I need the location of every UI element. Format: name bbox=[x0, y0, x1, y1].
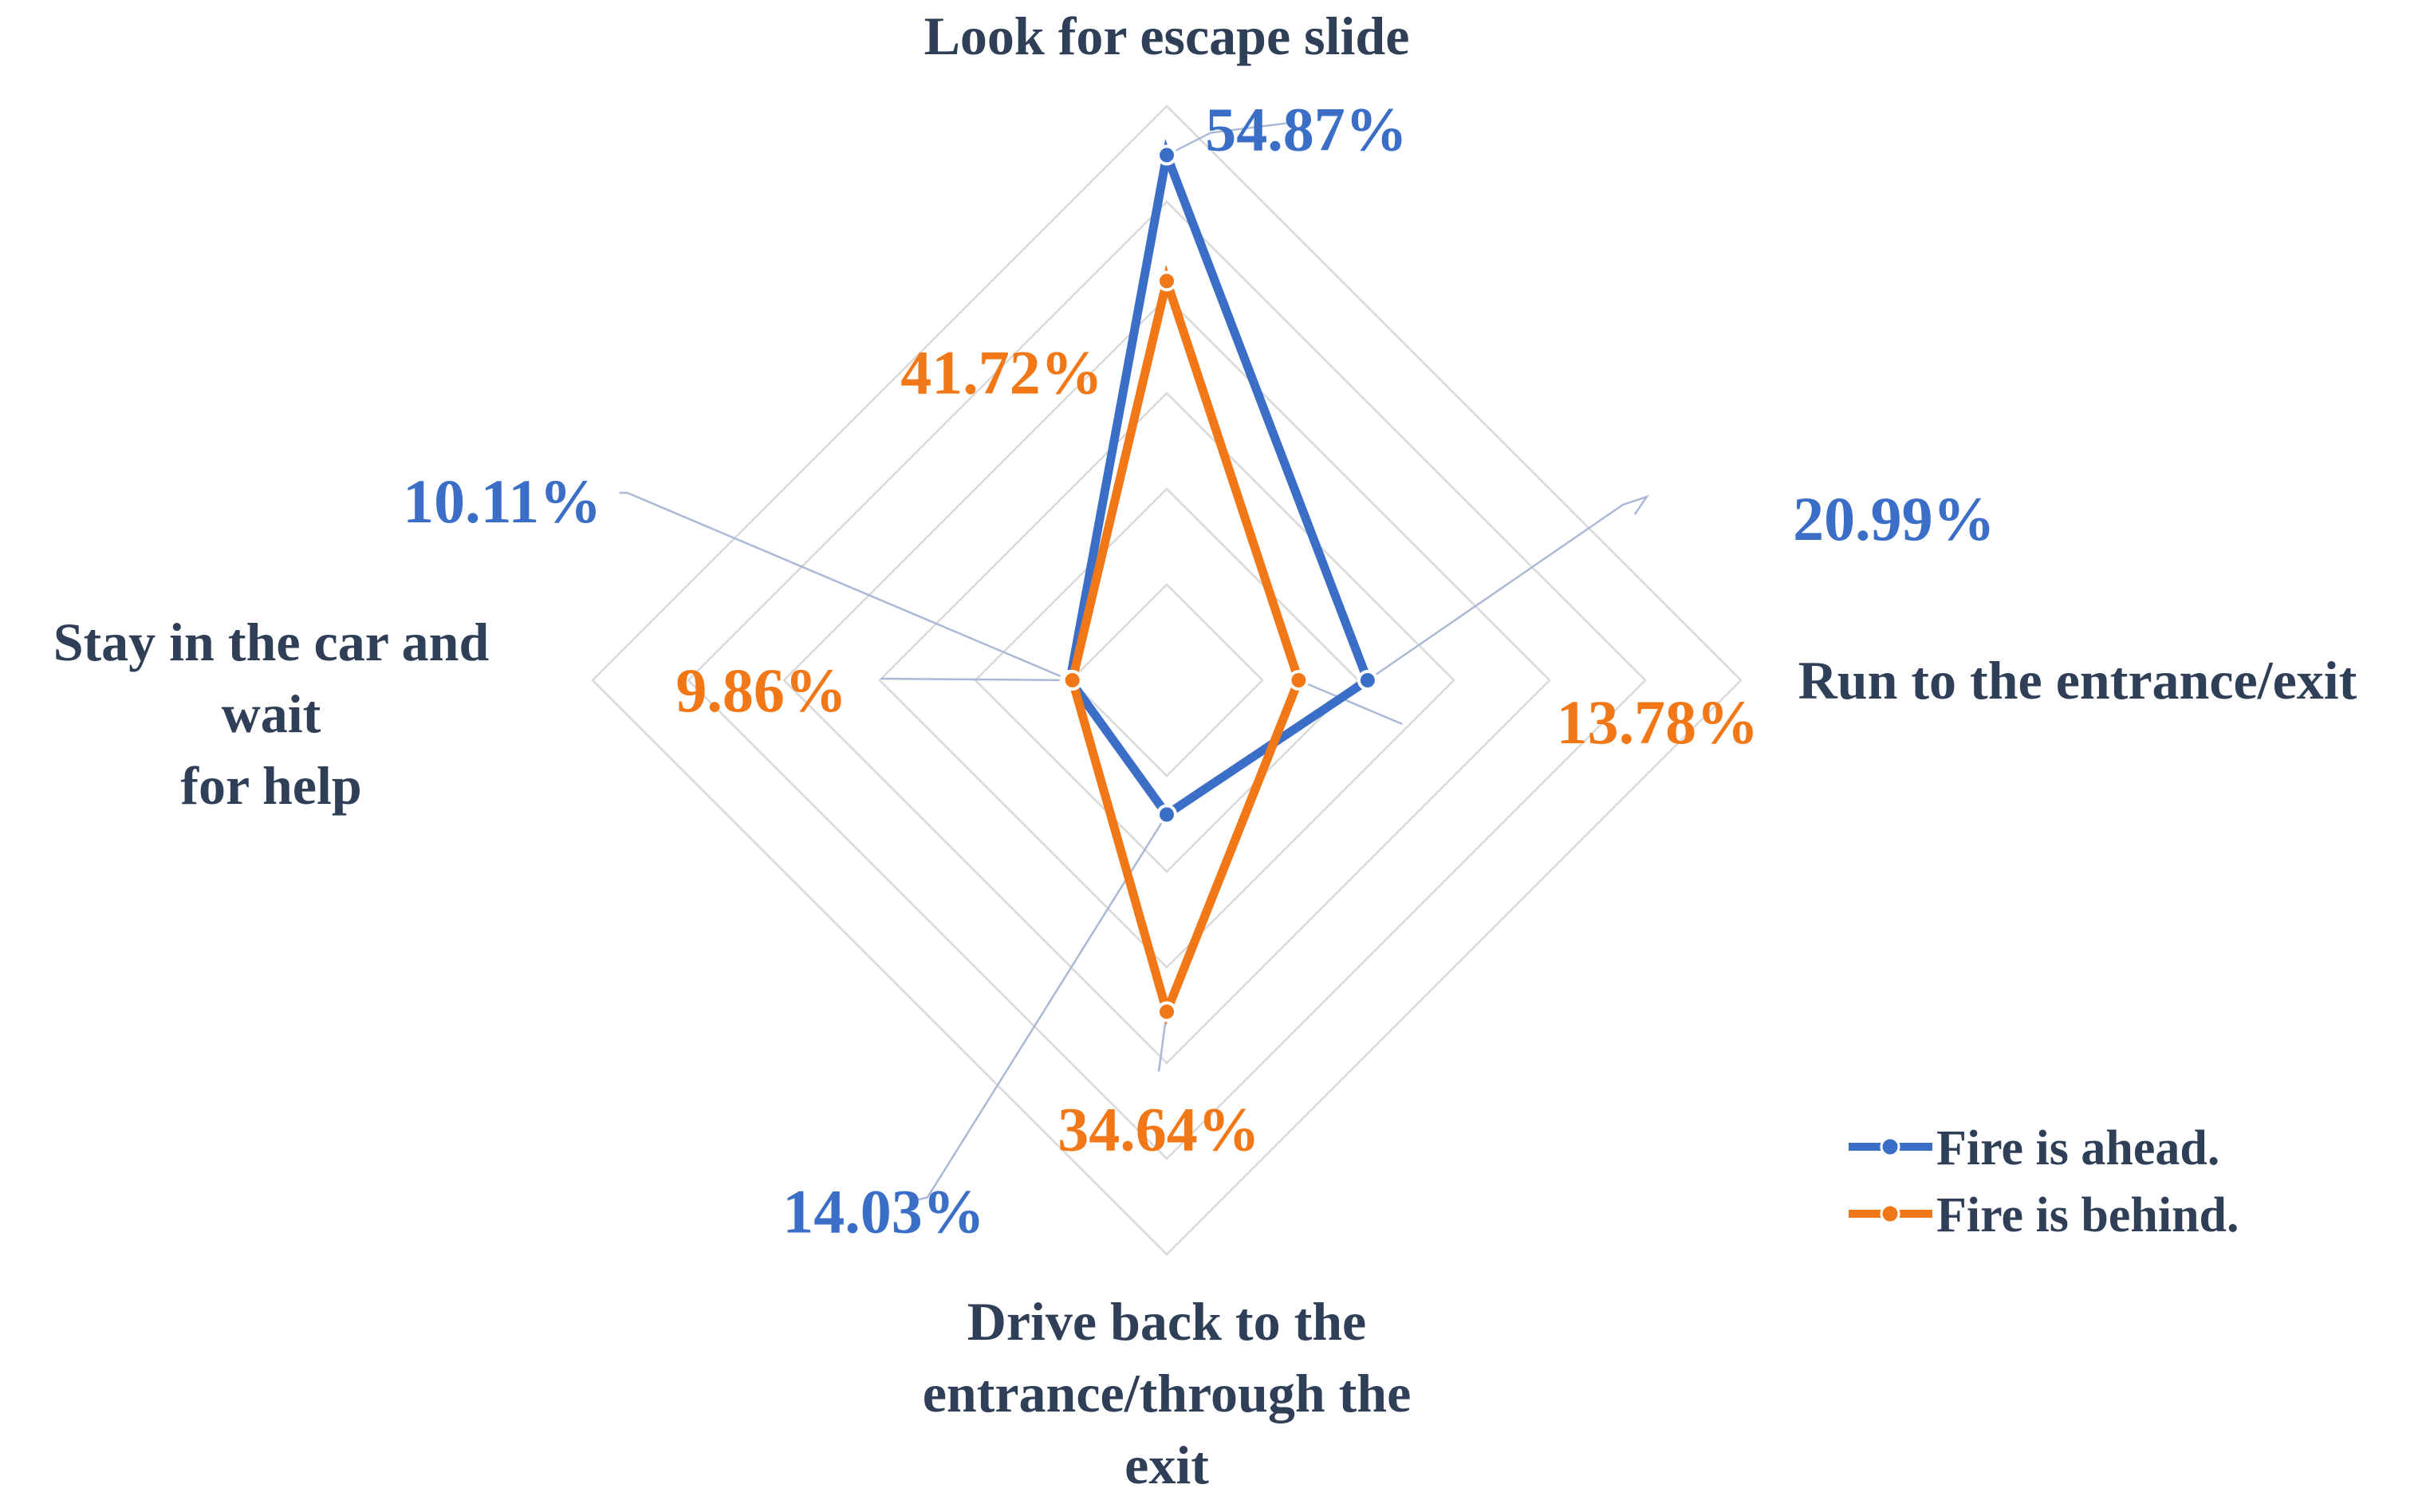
leader-line bbox=[619, 491, 1071, 682]
leader-line bbox=[1166, 122, 1287, 156]
radar-grid bbox=[591, 104, 1743, 1256]
grid-ring bbox=[782, 296, 1551, 1065]
series-point bbox=[1156, 1001, 1177, 1022]
legend-item: Fire is ahead. bbox=[1849, 1121, 2219, 1175]
legend-label: Fire is ahead. bbox=[1936, 1121, 2219, 1175]
grid-ring bbox=[591, 104, 1743, 1256]
data-label: 14.03% bbox=[782, 1176, 985, 1246]
series-point bbox=[1156, 804, 1177, 825]
axis-label: Run to the entrance/exit bbox=[1798, 650, 2357, 711]
data-label: 54.87% bbox=[1205, 95, 1408, 164]
leader-line bbox=[1298, 679, 1403, 726]
series-point bbox=[1156, 270, 1177, 292]
axis-label: Look for escape slide bbox=[924, 6, 1410, 66]
axis-label: for help bbox=[180, 755, 361, 816]
axis-label: exit bbox=[1124, 1435, 1209, 1495]
grid-ring bbox=[878, 392, 1455, 969]
axis-label: Drive back to the bbox=[967, 1291, 1366, 1352]
leader-line bbox=[1367, 494, 1650, 682]
axis-label: wait bbox=[222, 683, 321, 744]
series-point bbox=[1156, 144, 1177, 166]
grid-ring bbox=[687, 200, 1647, 1160]
radar-series bbox=[1059, 139, 1378, 1026]
data-label: 34.64% bbox=[1057, 1095, 1260, 1164]
data-label: 10.11% bbox=[403, 467, 601, 536]
leader-line bbox=[911, 813, 1168, 1203]
leader-line bbox=[880, 677, 1073, 682]
grid-ring bbox=[974, 487, 1360, 873]
data-label: 9.86% bbox=[675, 656, 847, 725]
grid-ring bbox=[1069, 583, 1264, 778]
legend: Fire is ahead. Fire is behind. bbox=[1849, 1121, 2239, 1242]
legend-item: Fire is behind. bbox=[1849, 1188, 2239, 1242]
series-point bbox=[1357, 670, 1378, 691]
axis-label: Stay in the car and bbox=[53, 612, 490, 672]
legend-label: Fire is behind. bbox=[1936, 1188, 2239, 1242]
legend-swatch-marker bbox=[1880, 1203, 1900, 1224]
series-point bbox=[1288, 670, 1310, 691]
legend-swatch-marker bbox=[1880, 1136, 1900, 1157]
axis-label: entrance/through the bbox=[923, 1363, 1412, 1423]
data-label: 20.99% bbox=[1793, 484, 1995, 553]
data-labels: 54.87% 20.99% 14.03% 10.11% 41.72% 13.78% 34.6… bbox=[403, 95, 1995, 1246]
axis-labels: Look for escape slide Run to the entrance… bbox=[53, 6, 2357, 1495]
data-label: 13.78% bbox=[1557, 687, 1759, 757]
series-point bbox=[1061, 670, 1083, 691]
data-label: 41.72% bbox=[900, 337, 1103, 407]
